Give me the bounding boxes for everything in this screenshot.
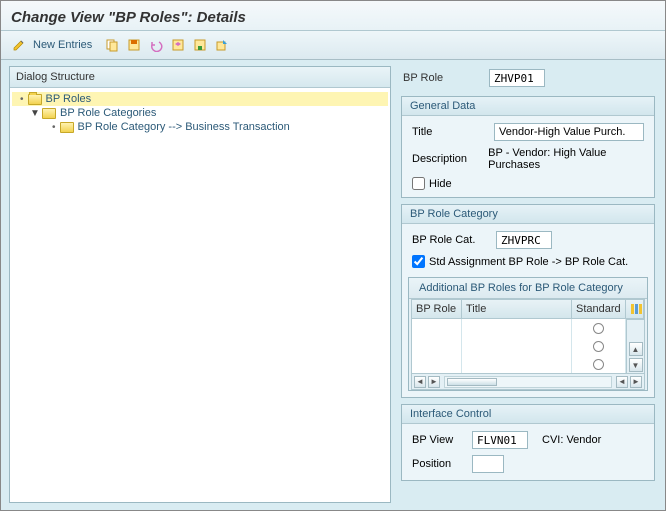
hide-label: Hide: [429, 178, 452, 190]
tree-item-bp-role-categories[interactable]: ▼ BP Role Categories: [12, 106, 388, 120]
bp-view-label: BP View: [412, 434, 466, 446]
scroll-left-icon[interactable]: ◄: [616, 376, 628, 388]
copy-icon[interactable]: [104, 37, 120, 53]
bp-role-label: BP Role: [403, 72, 483, 84]
table-header: BP Role Title Standard: [411, 299, 645, 319]
group-title: BP Role Category: [402, 205, 654, 224]
undo-icon[interactable]: [148, 37, 164, 53]
col-bp-role[interactable]: BP Role: [412, 300, 462, 318]
table-row[interactable]: [412, 337, 626, 355]
radio-icon[interactable]: [593, 323, 604, 334]
col-standard[interactable]: Standard: [572, 300, 626, 318]
position-input[interactable]: [472, 455, 504, 473]
hide-checkbox[interactable]: [412, 177, 425, 190]
col-title[interactable]: Title: [462, 300, 572, 318]
interface-control-group: Interface Control BP View CVI: Vendor Po…: [401, 404, 655, 481]
doc-save-icon[interactable]: [192, 37, 208, 53]
title-label: Title: [412, 126, 488, 138]
tree-label: BP Roles: [46, 93, 92, 105]
folder-icon: [60, 122, 74, 133]
tree-header: Dialog Structure: [10, 67, 390, 88]
vertical-scrollbar[interactable]: ▲ ▼: [627, 319, 645, 374]
export-icon[interactable]: [214, 37, 230, 53]
title-input[interactable]: [494, 123, 644, 141]
folder-open-icon: [28, 94, 42, 105]
scroll-right-icon[interactable]: ►: [428, 376, 440, 388]
std-assignment-label: Std Assignment BP Role -> BP Role Cat.: [429, 256, 628, 268]
description-value: BP - Vendor: High Value Purchases: [488, 147, 644, 171]
bp-role-cat-label: BP Role Cat.: [412, 234, 490, 246]
select-icon[interactable]: [170, 37, 186, 53]
table-config-icon[interactable]: [626, 300, 644, 318]
scrollbar-thumb[interactable]: [447, 378, 497, 386]
bullet-icon: •: [20, 94, 24, 105]
group-title: General Data: [402, 97, 654, 116]
additional-roles-subgroup: Additional BP Roles for BP Role Category…: [408, 277, 648, 391]
tree-item-bp-role-category-bt[interactable]: • BP Role Category --> Business Transact…: [12, 120, 388, 134]
toolbar: New Entries: [1, 31, 665, 60]
table-row[interactable]: [412, 319, 626, 337]
bullet-icon: •: [52, 122, 56, 133]
bp-role-category-group: BP Role Category BP Role Cat. Std Assign…: [401, 204, 655, 398]
scroll-left-icon[interactable]: ◄: [414, 376, 426, 388]
new-entries-button[interactable]: New Entries: [33, 39, 92, 51]
scroll-down-icon[interactable]: ▼: [629, 358, 643, 372]
bp-view-text: CVI: Vendor: [542, 434, 601, 446]
tree-item-bp-roles[interactable]: • BP Roles: [12, 92, 388, 106]
page-title: Change View "BP Roles": Details: [11, 9, 655, 26]
std-assignment-checkbox[interactable]: [412, 255, 425, 268]
bp-role-input[interactable]: [489, 69, 545, 87]
dialog-structure-tree: Dialog Structure • BP Roles ▼ BP Role Ca…: [9, 66, 391, 503]
table-body: [411, 319, 627, 374]
horizontal-scrollbar[interactable]: ◄ ► ◄ ►: [411, 374, 645, 390]
group-title: Interface Control: [402, 405, 654, 424]
collapse-icon[interactable]: ▼: [30, 108, 38, 119]
scroll-right-icon[interactable]: ►: [630, 376, 642, 388]
table-row[interactable]: [412, 355, 626, 373]
save-var-icon[interactable]: [126, 37, 142, 53]
folder-icon: [42, 108, 56, 119]
bp-view-input[interactable]: [472, 431, 528, 449]
tree-label: BP Role Category --> Business Transactio…: [78, 121, 290, 133]
radio-icon[interactable]: [593, 341, 604, 352]
subgroup-title: Additional BP Roles for BP Role Category: [409, 278, 647, 299]
description-label: Description: [412, 153, 482, 165]
radio-icon[interactable]: [593, 359, 604, 370]
general-data-group: General Data Title Description BP - Vend…: [401, 96, 655, 198]
bp-role-cat-input[interactable]: [496, 231, 552, 249]
scroll-up-icon[interactable]: ▲: [629, 342, 643, 356]
position-label: Position: [412, 458, 466, 470]
edit-icon[interactable]: [11, 37, 27, 53]
tree-label: BP Role Categories: [60, 107, 156, 119]
